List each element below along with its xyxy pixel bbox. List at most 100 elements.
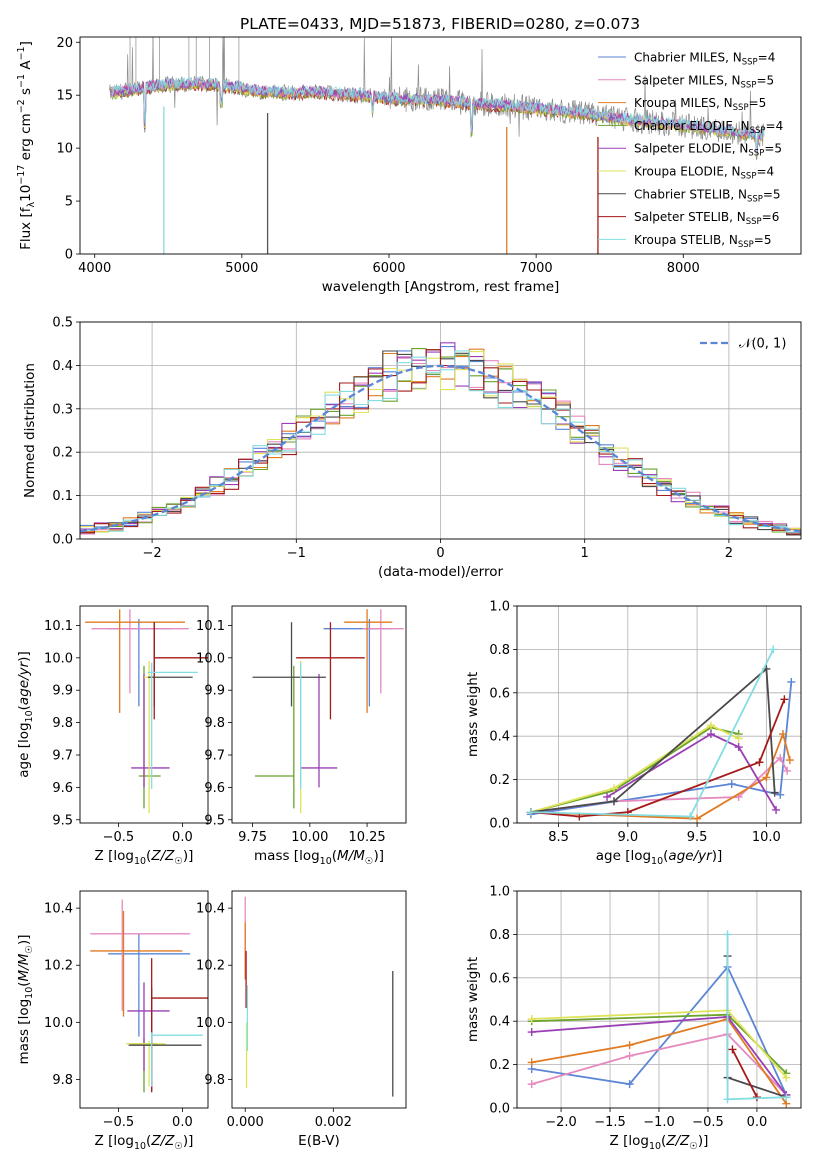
data-marker xyxy=(727,779,736,788)
y-tick-label: 10.4 xyxy=(44,902,73,917)
label-part: λ xyxy=(26,202,37,208)
y-tick-label: 10 xyxy=(56,142,73,157)
axes-frame xyxy=(79,36,802,255)
y-axis-label: mass weight xyxy=(465,957,481,1042)
y-tick-label: 0.8 xyxy=(489,928,510,943)
label-part: ( xyxy=(16,981,32,986)
label-part: yr xyxy=(16,660,32,676)
axes-frame xyxy=(516,890,802,1109)
errorbar-kroupa-elodie xyxy=(144,661,162,814)
x-tick-label: 6000 xyxy=(372,261,405,276)
label-part: mass weight xyxy=(465,672,481,757)
errorbar-chabrier-miles xyxy=(108,618,171,707)
observed-spectrum xyxy=(109,37,765,161)
legend-entry: Kroupa STELIB, NSSP=5 xyxy=(634,233,772,250)
legend-tail: =5 xyxy=(764,142,782,156)
legend-sub: SSP xyxy=(742,58,758,68)
data-marker xyxy=(752,1093,761,1102)
label-part: A xyxy=(18,60,34,74)
label-part: 10 xyxy=(651,856,663,867)
label-part: erg cm xyxy=(18,113,34,164)
errorbar-kroupa-miles xyxy=(344,609,393,713)
histogram-salpeter-stelib xyxy=(80,349,801,535)
data-marker xyxy=(693,814,702,823)
x-tick-label: 0.0 xyxy=(747,1115,768,1130)
panel-weight_vs_Z: −2.0 −1.5 −1.0 −0.5 0.0 0.0 0.2 0.4 0.6 0.8 1.0 Z [… xyxy=(465,885,802,1152)
series-kroupa-stelib xyxy=(723,930,791,1104)
label-part: Z xyxy=(150,848,161,864)
label-part: −17 xyxy=(16,165,27,185)
y-tick-label: 0.2 xyxy=(52,446,73,461)
data-marker xyxy=(625,1041,634,1050)
data-marker xyxy=(603,792,612,801)
label-part: / xyxy=(16,964,32,971)
y-tick-label: 0.0 xyxy=(489,1102,510,1117)
x-tick-label: 5000 xyxy=(225,261,258,276)
label-part: mass weight xyxy=(465,957,481,1042)
label-part: Z xyxy=(665,1133,676,1149)
label-part: M xyxy=(16,969,32,981)
legend-sub: SSP xyxy=(741,172,757,182)
y-axis-label: mass [log10(M/M☉)] xyxy=(16,935,35,1065)
label-part: 10 xyxy=(24,710,35,722)
x-tick-label: −1.0 xyxy=(643,1115,675,1130)
x-axis-label: age [log10(age/yr)] xyxy=(596,848,722,867)
errorbar-chabrier-miles xyxy=(323,618,393,707)
x-tick-label: 9.0 xyxy=(617,830,638,845)
legend-text: Salpeter ELODIE, N xyxy=(634,142,748,156)
axes-frame xyxy=(79,605,209,824)
panel-spectrum: 4000 5000 6000 7000 8000 0 5 10 15 20 wavelength [… xyxy=(16,36,802,295)
y-tick-label: 10.1 xyxy=(44,619,73,634)
y-tick-label: 9.6 xyxy=(204,781,225,796)
x-tick-label: 4000 xyxy=(78,261,111,276)
x-tick-label: 0 xyxy=(436,546,444,561)
plot-area-weight_vs_age xyxy=(526,645,796,823)
x-tick-label: −1.5 xyxy=(594,1115,626,1130)
label-part: / xyxy=(348,848,355,864)
errorbar-salpeter-miles xyxy=(90,899,191,1011)
label-part: Z [log xyxy=(95,848,134,864)
series-kroupa-stelib xyxy=(526,645,778,821)
x-tick-label: −0.5 xyxy=(692,1115,724,1130)
y-tick-label: 10.1 xyxy=(196,619,225,634)
data-marker xyxy=(706,721,715,730)
label-part: / xyxy=(16,674,32,681)
errorbar-salpeter-stelib xyxy=(153,622,208,720)
data-marker xyxy=(723,930,732,939)
x-axis-label: wavelength [Angstrom, rest frame] xyxy=(322,279,560,295)
label-part: M xyxy=(353,848,365,864)
errorbar-kroupa-miles xyxy=(85,609,185,713)
y-tick-label: 0 xyxy=(65,248,73,263)
label-part: )] xyxy=(183,1133,194,1149)
errorbar-salpeter-elodie xyxy=(131,674,170,788)
y-tick-label: 10.0 xyxy=(44,1016,73,1031)
data-marker xyxy=(527,1080,536,1089)
legend-tail: =4 xyxy=(756,165,774,179)
axes-frame xyxy=(231,890,407,1109)
data-marker xyxy=(783,766,792,775)
data-marker xyxy=(609,784,618,793)
data-marker xyxy=(734,734,743,743)
legend-sub: SSP xyxy=(750,126,766,136)
data-marker xyxy=(527,1028,536,1037)
label-part: )] xyxy=(373,848,384,864)
label-part: −1 xyxy=(16,46,27,60)
legend-entry: Chabrier STELIB, NSSP=5 xyxy=(634,187,781,204)
label-part: / xyxy=(675,1133,682,1149)
series-line xyxy=(530,681,793,816)
y-tick-label: 9.8 xyxy=(204,1073,225,1088)
x-tick-label: −0.5 xyxy=(103,830,135,845)
axes-frame xyxy=(79,321,802,540)
errorbar-chabrier-stelib xyxy=(128,988,202,1091)
x-tick-label: 8000 xyxy=(667,261,700,276)
legend-sub: SSP xyxy=(738,240,754,250)
legend-entry: Kroupa ELODIE, NSSP=4 xyxy=(634,165,774,182)
errorbar-kroupa-stelib xyxy=(147,662,198,789)
data-marker xyxy=(772,805,781,814)
histogram-kroupa-stelib xyxy=(80,350,801,533)
series-chabrier-miles xyxy=(526,677,796,819)
y-tick-label: 9.8 xyxy=(204,716,225,731)
label-part: Normed distribution xyxy=(22,363,38,498)
label-part: (data-model)/error xyxy=(378,564,504,580)
